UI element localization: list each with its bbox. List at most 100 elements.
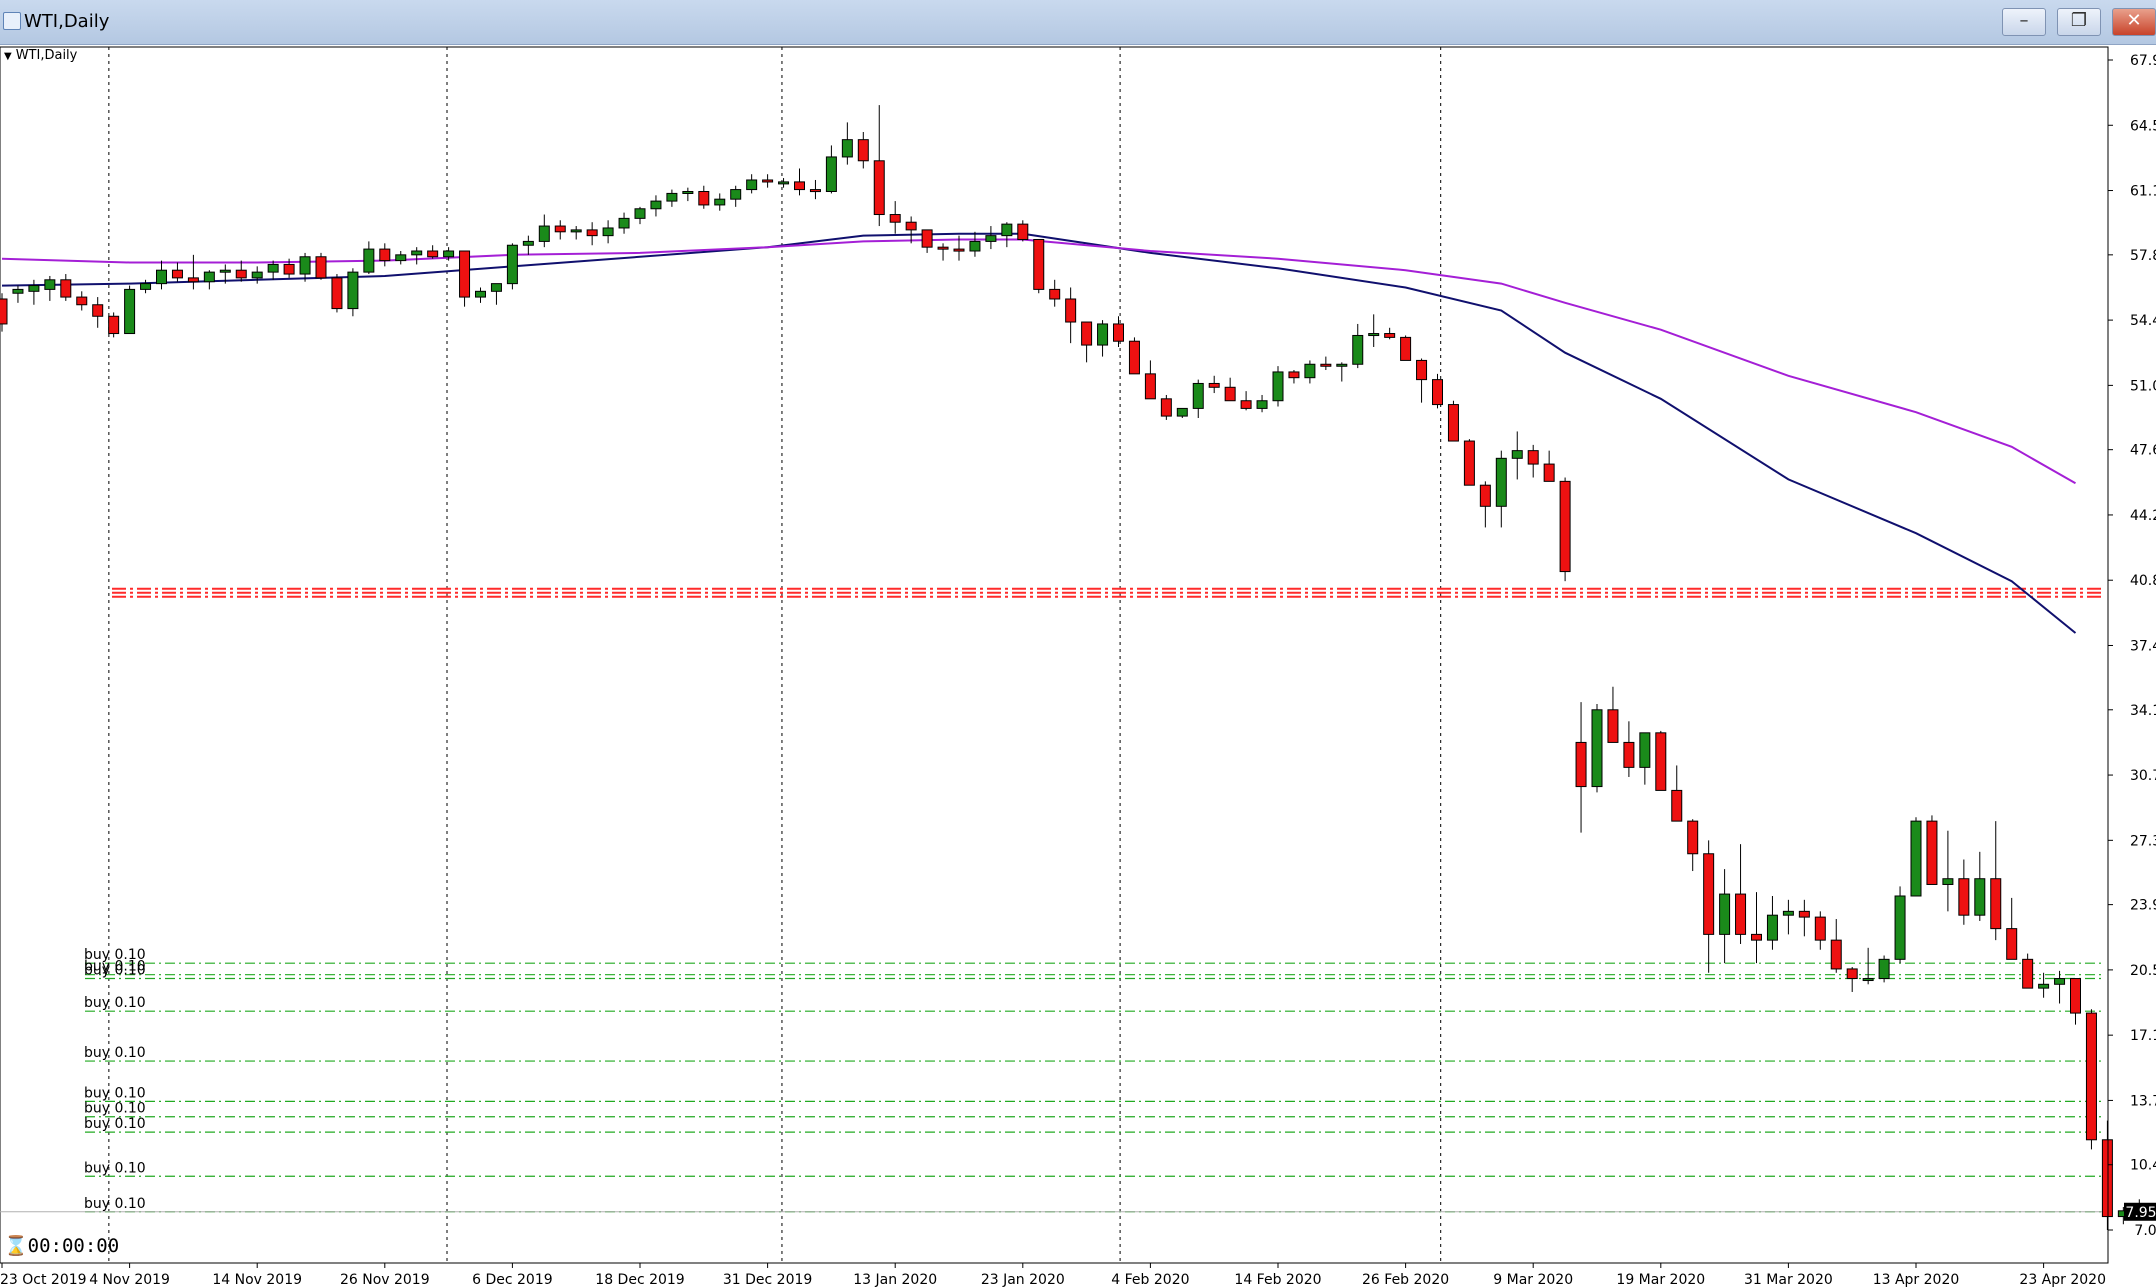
candle-body [1591, 709, 1603, 788]
candle-bull [267, 260, 279, 280]
restore-button[interactable]: ❐ [2057, 8, 2101, 36]
candle-body [490, 283, 502, 292]
candle-bull [443, 247, 455, 261]
price-tick-label: 37.45 [2130, 638, 2156, 654]
candle-bear [1990, 821, 2002, 941]
candle-body [1479, 484, 1491, 507]
candle-body [1463, 440, 1475, 486]
candle-body [108, 315, 120, 335]
candle-bear [1416, 358, 1428, 403]
candle-body [1766, 914, 1778, 941]
candle-bear [1320, 356, 1332, 371]
pending-order-label: buy 0.10 [84, 1160, 146, 1176]
candle-bear [1400, 335, 1412, 361]
candle-body [2022, 958, 2034, 989]
close-button[interactable]: ✕ [2112, 8, 2156, 36]
candle-body [299, 256, 311, 275]
price-tick-label: 64.55 [2130, 118, 2156, 134]
candle-bull [299, 252, 311, 282]
candle-bear [1240, 391, 1252, 411]
hourglass-icon: ⌛ [4, 1235, 28, 1257]
current-price-label: 7.95 [2125, 1205, 2156, 1221]
collapse-triangle-icon[interactable]: ▼ [4, 51, 12, 62]
candle-body [1830, 939, 1842, 970]
candle-body [1304, 363, 1316, 379]
price-tick-label: 27.30 [2130, 833, 2156, 849]
candle-body [2085, 1012, 2097, 1141]
candle-bull [1591, 704, 1603, 793]
candle-body [1208, 382, 1220, 388]
price-tick-label: 40.85 [2130, 573, 2156, 589]
price-tick-label: 17.15 [2130, 1028, 2156, 1044]
candle-body [1017, 223, 1029, 240]
symbol-label[interactable]: ▼ WTI,Daily [4, 48, 78, 63]
time-tick-label: 14 Feb 2020 [1234, 1272, 1321, 1288]
candle-bull [1304, 360, 1316, 384]
candle-body [1782, 910, 1794, 916]
candle-body [427, 250, 439, 258]
candle-bull [522, 235, 534, 255]
candle-bear [1479, 481, 1491, 528]
candle-bear [1463, 439, 1475, 486]
candle-body [1065, 298, 1077, 323]
pending-order-label: buy 0.10 [84, 1116, 146, 1132]
candle-body [1192, 382, 1204, 409]
candle-bear [2101, 1120, 2113, 1230]
candle-body [506, 244, 518, 285]
candle-bear [60, 274, 72, 301]
candle-bear [586, 222, 598, 246]
candle-bear [1033, 238, 1045, 294]
candle-body [28, 285, 40, 292]
candle-body [698, 190, 710, 206]
candle-bear [1575, 702, 1587, 833]
candle-body [857, 139, 869, 162]
candle-body [538, 225, 550, 242]
candle-bull [650, 195, 662, 217]
price-tick-label: 67.95 [2130, 53, 2156, 69]
time-tick-label: 23 Apr 2020 [2019, 1272, 2106, 1288]
candle-bear [1113, 316, 1124, 347]
price-tick-label: 44.25 [2130, 508, 2156, 524]
candle-body [475, 290, 486, 298]
price-tick-label: 54.40 [2130, 313, 2156, 329]
candle-bull [841, 122, 853, 165]
candle-body [1400, 336, 1412, 361]
candle-bull [1719, 869, 1731, 964]
candle-bull [490, 283, 502, 305]
time-tick-label: 6 Dec 2019 [472, 1272, 553, 1288]
candle-bull [140, 279, 152, 294]
price-tick-label: 30.70 [2130, 768, 2156, 784]
candle-body [1033, 238, 1045, 290]
price-tick-label: 51.00 [2130, 378, 2156, 394]
candle-body [1703, 853, 1715, 935]
candle-bull [12, 285, 24, 303]
candle-body [363, 248, 375, 273]
candle-bear [921, 229, 933, 253]
candle-bear [1814, 911, 1826, 950]
candle-body [0, 298, 8, 325]
candle-body [1049, 288, 1061, 300]
candle-body [554, 225, 566, 233]
candle-bear [2085, 1009, 2097, 1150]
chart-area[interactable]: buy 0.10 buy 0.10 buy 0.10 buy 0.10 buy 0.10… [0, 45, 2156, 1288]
candle-bear [1447, 400, 1459, 442]
candle-bull [219, 264, 231, 284]
bar-timer: ⌛00:00:00 [4, 1234, 119, 1257]
minimize-button[interactable]: – [2002, 8, 2046, 36]
candle-body [459, 250, 471, 298]
candle-body [1623, 741, 1635, 768]
price-tick-label: 61.15 [2130, 184, 2156, 200]
candle-bull [44, 275, 56, 301]
candle-body [825, 156, 837, 192]
candle-body [841, 139, 853, 158]
candle-bull [1256, 394, 1268, 413]
candle-body [1639, 732, 1651, 768]
candle-bull [2038, 972, 2050, 998]
candle-body [315, 256, 327, 279]
candle-body [794, 181, 805, 191]
candle-bull [395, 251, 407, 265]
candle-body [60, 279, 72, 298]
candle-body [1081, 321, 1093, 346]
candle-body [1655, 732, 1667, 791]
